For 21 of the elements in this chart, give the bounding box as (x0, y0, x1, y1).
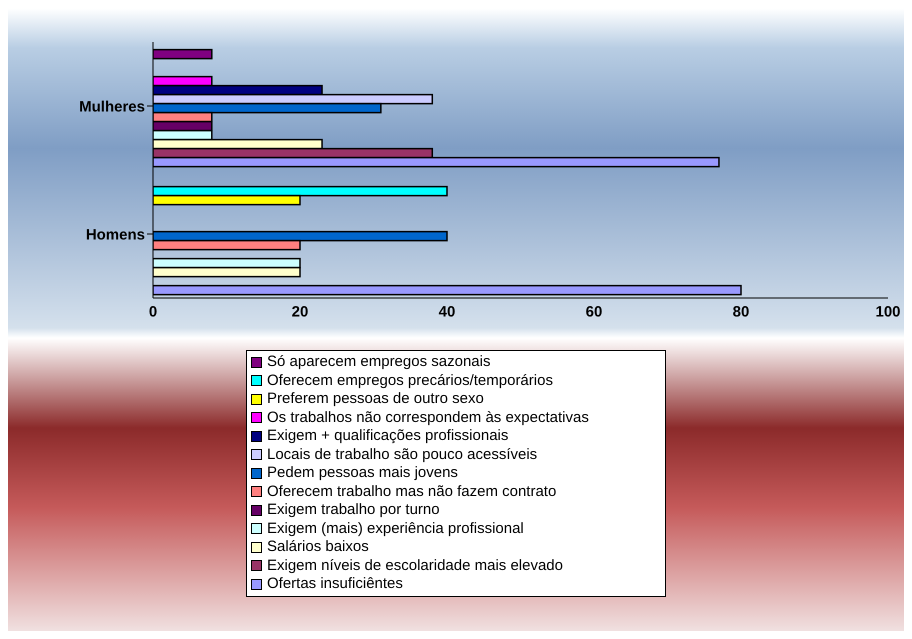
x-tick-label: 0 (148, 304, 158, 321)
legend-label: Pedem pessoas mais jovens (267, 464, 458, 482)
legend-label: Oferecem empregos precários/temporários (267, 372, 553, 390)
x-tick-label: 100 (875, 304, 901, 321)
legend-label: Exigem (mais) experiência profissional (267, 520, 524, 538)
x-tick-label: 60 (586, 304, 602, 321)
legend-label: Preferem pessoas de outro sexo (267, 390, 484, 408)
legend-label: Ofertas insuficiêntes (267, 575, 403, 594)
y-tick-label: Mulheres (79, 98, 145, 116)
x-tick-label: 80 (732, 304, 750, 321)
x-tick-label: 40 (438, 304, 456, 321)
legend-label: Locais de trabalho são pouco acessíveis (267, 446, 538, 464)
y-tick-label: Homens (86, 226, 145, 244)
legend-label: Os trabalhos não correspondem às expectativas (267, 408, 589, 427)
legend-label: Exigem níveis de escolaridade mais elevado (267, 556, 563, 575)
legend-label: Oferecem trabalho mas não fazem contrato (267, 482, 556, 501)
legend-label: Exigem + qualificações profissionais (267, 427, 508, 446)
legend-label: Exigem trabalho por turno (267, 501, 440, 520)
legend-label: Salários baixos (267, 538, 369, 556)
x-tick-label: 20 (292, 304, 308, 321)
legend-label: Só aparecem empregos sazonais (267, 353, 490, 372)
